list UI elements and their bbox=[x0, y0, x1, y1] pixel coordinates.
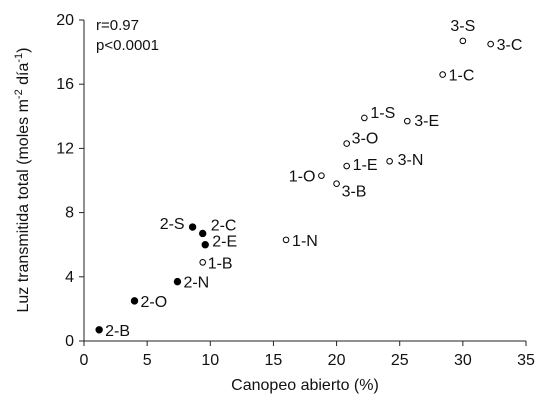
data-point-label: 2-B bbox=[105, 323, 130, 340]
y-tick-label: 12 bbox=[56, 140, 74, 157]
data-point-label: 3-E bbox=[414, 113, 439, 130]
data-point-label: 1-B bbox=[208, 255, 233, 272]
y-axis-label-exponent: -1 bbox=[13, 53, 25, 63]
x-tick-label: 0 bbox=[80, 352, 89, 369]
data-point-label: 3-N bbox=[398, 152, 424, 169]
data-point-label: 3-B bbox=[342, 184, 367, 201]
data-point bbox=[282, 236, 290, 244]
stat-annotation-r: r=0.97 bbox=[96, 17, 139, 34]
data-point bbox=[403, 117, 411, 125]
x-axis-label: Canopeo abierto (%) bbox=[231, 377, 379, 394]
x-tick-label: 15 bbox=[265, 352, 283, 369]
y-axis-label-exponent: -2 bbox=[13, 89, 25, 99]
y-tick-label: 0 bbox=[65, 333, 74, 350]
data-point-label: 2-N bbox=[183, 275, 209, 292]
data-point bbox=[188, 223, 197, 231]
y-axis-label-close: ) bbox=[15, 48, 32, 53]
data-point-label: 2-C bbox=[211, 217, 237, 234]
y-tick-label: 20 bbox=[56, 12, 74, 29]
data-point-label: 1-C bbox=[449, 68, 475, 85]
y-tick-label: 4 bbox=[65, 269, 74, 286]
y-axis-label-text: Luz transmitida total (moles m bbox=[15, 99, 32, 312]
data-point bbox=[199, 229, 207, 238]
data-point bbox=[130, 297, 139, 305]
point-labels: 2-B 2-O 2-N 2-S 2-C2-E 1-B 1-N 1-O 3-B 1-E 3-O 1-S 3… bbox=[105, 18, 522, 340]
data-point bbox=[95, 326, 103, 334]
data-point bbox=[386, 157, 393, 165]
data-point bbox=[439, 71, 446, 78]
data-point bbox=[199, 259, 207, 266]
x-tick-label: 35 bbox=[517, 352, 535, 369]
data-point bbox=[487, 40, 494, 48]
x-tick-label: 10 bbox=[201, 352, 219, 369]
data-point-label: 3-S bbox=[450, 18, 475, 35]
data-point bbox=[201, 241, 209, 249]
data-points bbox=[95, 37, 494, 334]
x-ticks: 0 5 10 15 20 25 30 35 bbox=[80, 341, 535, 369]
stat-annotation-p: p<0.0001 bbox=[96, 37, 159, 54]
data-point-label: 1-N bbox=[292, 233, 318, 250]
data-point-label: 3-C bbox=[497, 37, 523, 54]
data-point-label: 3-O bbox=[352, 131, 379, 148]
data-point bbox=[318, 172, 325, 179]
x-tick-label: 20 bbox=[328, 352, 346, 369]
data-point-label: 1-E bbox=[353, 157, 378, 174]
data-point bbox=[173, 277, 182, 286]
data-point-label: 2-S bbox=[160, 216, 185, 233]
data-point bbox=[343, 162, 350, 170]
data-point-label: 1-O bbox=[289, 169, 316, 186]
plot-axes: 0 5 10 15 20 25 30 35 0 4 8 12 16 20 bbox=[56, 12, 535, 369]
y-tick-label: 16 bbox=[56, 76, 74, 93]
data-point-label: 2-E bbox=[212, 234, 237, 251]
y-ticks: 0 4 8 12 16 20 bbox=[56, 12, 84, 350]
data-point bbox=[459, 37, 467, 45]
y-tick-label: 8 bbox=[65, 205, 74, 222]
data-point bbox=[361, 114, 368, 122]
data-point-label: 1-S bbox=[370, 105, 395, 122]
x-tick-label: 5 bbox=[143, 352, 152, 369]
x-tick-label: 25 bbox=[391, 352, 409, 369]
data-point bbox=[333, 180, 340, 188]
data-point bbox=[343, 140, 350, 147]
y-axis-label-unit: día bbox=[15, 63, 32, 90]
x-tick-label: 30 bbox=[454, 352, 472, 369]
data-point-label: 2-O bbox=[141, 294, 168, 311]
y-axis-label: Luz transmitida total (moles m-2 día-1) bbox=[13, 48, 32, 313]
